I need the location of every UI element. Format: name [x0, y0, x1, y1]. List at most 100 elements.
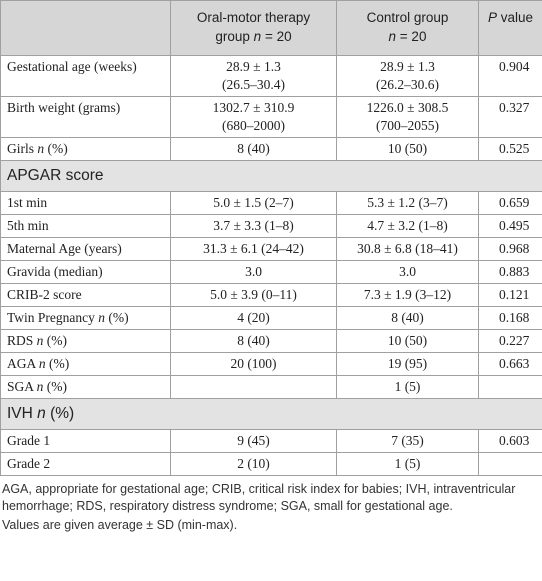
table-cell: 3.0	[170, 260, 337, 284]
table-row: Grade 1 9 (45) 7 (35) 0.603	[0, 429, 542, 453]
table-row: Gestational age (weeks) 28.9 ± 1.3 (26.5–3…	[0, 55, 542, 97]
text: 0.659	[499, 195, 530, 210]
table-row: Twin Pregnancy n (%) 4 (20) 8 (40) 0.168	[0, 306, 542, 330]
text: 1 (5)	[394, 379, 421, 394]
text: 20 (100)	[230, 356, 277, 371]
table-cell	[478, 375, 542, 399]
table-cell: 0.659	[478, 191, 542, 215]
table-cell: 0.883	[478, 260, 542, 284]
text: 9 (45)	[237, 433, 270, 448]
table-cell: 20 (100)	[170, 352, 337, 376]
table-cell	[170, 375, 337, 399]
cell-line: 28.9 ± 1.3	[343, 58, 472, 76]
text: CRIB-2 score	[7, 287, 82, 302]
table-cell: 30.8 ± 6.8 (18–41)	[336, 237, 479, 261]
text: 8 (40)	[391, 310, 424, 325]
table-row: Girls n (%) 8 (40) 10 (50) 0.525	[0, 137, 542, 161]
text: (26.2–30.6)	[376, 77, 439, 92]
table-cell: 5.3 ± 1.2 (3–7)	[336, 191, 479, 215]
footnote: AGA, appropriate for gestational age; CR…	[2, 481, 542, 515]
text: 0.121	[499, 287, 530, 302]
text: Grade 1	[7, 433, 51, 448]
table-cell: 7.3 ± 1.9 (3–12)	[336, 283, 479, 307]
table-cell: 5.0 ± 1.5 (2–7)	[170, 191, 337, 215]
table-cell: 0.121	[478, 283, 542, 307]
table-cell: 10 (50)	[336, 329, 479, 353]
text: n	[36, 333, 44, 348]
text: 1226.0 ± 308.5	[366, 100, 449, 115]
text: n	[37, 141, 45, 156]
text: n	[253, 29, 262, 44]
table-cell: 28.9 ± 1.3 (26.2–30.6)	[336, 55, 479, 97]
text: Values are given average ± SD (min-max).	[2, 518, 238, 532]
table-cell: 31.3 ± 6.1 (24–42)	[170, 237, 337, 261]
cell-line: (700–2055)	[343, 117, 472, 135]
table-cell: 8 (40)	[336, 306, 479, 330]
text: 0.904	[499, 59, 530, 74]
table-cell: 8 (40)	[170, 137, 337, 161]
text: 0.663	[499, 356, 530, 371]
text: (%)	[43, 379, 68, 394]
text: 4 (20)	[237, 310, 270, 325]
text: RDS	[7, 333, 37, 348]
table-row: Gravida (median) 3.0 3.0 0.883	[0, 260, 542, 284]
table-row: CRIB-2 score 5.0 ± 3.9 (0–11) 7.3 ± 1.9 (3…	[0, 283, 542, 307]
table-cell: 8 (40)	[170, 329, 337, 353]
table-cell: CRIB-2 score	[0, 283, 171, 307]
cell-line: (26.2–30.6)	[343, 76, 472, 94]
text: Twin Pregnancy	[7, 310, 99, 325]
text: 0.495	[499, 218, 530, 233]
table-header: Oral-motor therapy group n = 20 Control gr…	[0, 0, 542, 56]
text: 5.0 ± 3.9 (0–11)	[210, 287, 297, 302]
text: 31.3 ± 6.1 (24–42)	[203, 241, 304, 256]
table-row: AGA n (%) 20 (100) 19 (95) 0.663	[0, 352, 542, 376]
table-cell: 19 (95)	[336, 352, 479, 376]
text: Birth weight (grams)	[7, 100, 121, 115]
table-row: Birth weight (grams) 1302.7 ± 310.9 (680–2…	[0, 96, 542, 138]
table-cell: 0.904	[478, 55, 542, 97]
table-cell: RDS n (%)	[0, 329, 171, 353]
text: value	[496, 10, 534, 25]
cell-line: 1226.0 ± 308.5	[343, 99, 472, 117]
table-cell: 4.7 ± 3.2 (1–8)	[336, 214, 479, 238]
table-cell: Grade 1	[0, 429, 171, 453]
table-cell: 9 (45)	[170, 429, 337, 453]
text: Oral-motor therapy	[196, 10, 311, 25]
cell-line: 28.9 ± 1.3	[177, 58, 330, 76]
table-row: Grade 2 2 (10) 1 (5)	[0, 452, 542, 476]
table-row: Maternal Age (years) 31.3 ± 6.1 (24–42) 30…	[0, 237, 542, 261]
cell-line: Control group	[343, 8, 472, 27]
text: (%)	[45, 405, 75, 422]
table-row: SGA n (%) 1 (5)	[0, 375, 542, 399]
table-cell: 10 (50)	[336, 137, 479, 161]
text: 8 (40)	[237, 141, 270, 156]
table-cell: 0.327	[478, 96, 542, 138]
text: n	[36, 379, 44, 394]
table-cell: 2 (10)	[170, 452, 337, 476]
table-cell: 28.9 ± 1.3 (26.5–30.4)	[170, 55, 337, 97]
text: n	[388, 29, 397, 44]
text: 1st min	[7, 195, 48, 210]
table-cell: 0.168	[478, 306, 542, 330]
text: = 20	[261, 29, 292, 44]
table-cell: 1 (5)	[336, 452, 479, 476]
table-cell: 0.603	[478, 429, 542, 453]
cell-line: n = 20	[343, 27, 472, 46]
text: (%)	[45, 356, 70, 371]
table-cell: 5th min	[0, 214, 171, 238]
cell-line: (680–2000)	[177, 117, 330, 135]
text: 3.0	[245, 264, 262, 279]
text: 0.968	[499, 241, 530, 256]
table-cell: 0.495	[478, 214, 542, 238]
table-body: Gestational age (weeks) 28.9 ± 1.3 (26.5–3…	[0, 55, 542, 476]
cell-line: group n = 20	[177, 27, 330, 46]
text: 0.603	[499, 433, 530, 448]
text: 3.0	[399, 264, 416, 279]
table-row: 1st min 5.0 ± 1.5 (2–7) 5.3 ± 1.2 (3–7) 0.6…	[0, 191, 542, 215]
text: Grade 2	[7, 456, 51, 471]
text: Gestational age (weeks)	[7, 59, 137, 74]
table-cell: Grade 2	[0, 452, 171, 476]
text: Girls	[7, 141, 38, 156]
text: n	[37, 405, 46, 422]
text: (%)	[43, 333, 68, 348]
